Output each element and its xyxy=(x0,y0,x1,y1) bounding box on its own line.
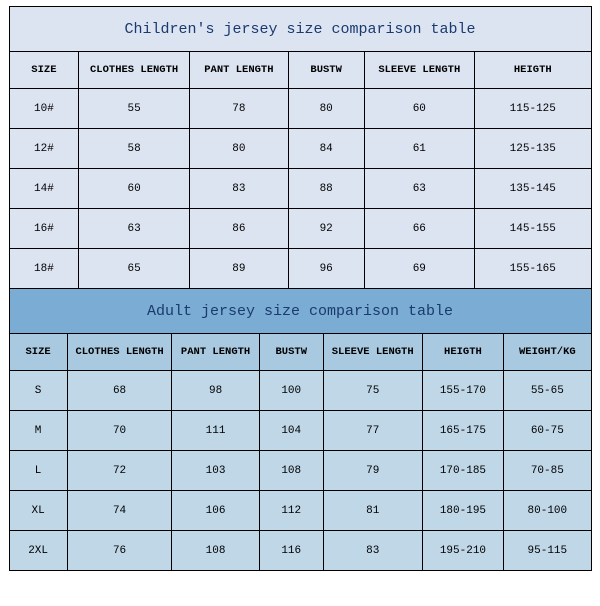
cell: 18# xyxy=(9,249,79,289)
cell: 70-85 xyxy=(504,451,591,491)
table-row: 2XL 76 108 116 83 195-210 95-115 xyxy=(9,531,591,571)
col-heigth: HEIGTH xyxy=(475,52,591,89)
cell: 195-210 xyxy=(422,531,503,571)
cell: 108 xyxy=(172,531,259,571)
table-row: S 68 98 100 75 155-170 55-65 xyxy=(9,371,591,411)
table-row: 10# 55 78 80 60 115-125 xyxy=(9,89,591,129)
cell: 95-115 xyxy=(504,531,591,571)
children-header-row: SIZE CLOTHES LENGTH PANT LENGTH BUSTW SL… xyxy=(9,52,591,89)
cell: 80 xyxy=(189,129,288,169)
cell: 60 xyxy=(79,169,190,209)
table-row: 12# 58 80 84 61 125-135 xyxy=(9,129,591,169)
cell: 88 xyxy=(288,169,364,209)
cell: 83 xyxy=(323,531,422,571)
table-row: M 70 111 104 77 165-175 60-75 xyxy=(9,411,591,451)
cell: 180-195 xyxy=(422,491,503,531)
cell: 104 xyxy=(259,411,323,451)
table-row: 14# 60 83 88 63 135-145 xyxy=(9,169,591,209)
col-bustw: BUSTW xyxy=(288,52,364,89)
cell: 55-65 xyxy=(504,371,591,411)
cell: 77 xyxy=(323,411,422,451)
cell: 72 xyxy=(67,451,172,491)
col-size: SIZE xyxy=(9,52,79,89)
cell: 170-185 xyxy=(422,451,503,491)
cell: 69 xyxy=(364,249,475,289)
cell: 14# xyxy=(9,169,79,209)
adult-title: Adult jersey size comparison table xyxy=(9,289,591,334)
cell: 115-125 xyxy=(475,89,591,129)
cell: 145-155 xyxy=(475,209,591,249)
cell: 155-170 xyxy=(422,371,503,411)
col-clothes-length: CLOTHES LENGTH xyxy=(67,334,172,371)
size-chart-container: Children's jersey size comparison table … xyxy=(9,6,592,571)
cell: S xyxy=(9,371,67,411)
cell: 74 xyxy=(67,491,172,531)
cell: 80-100 xyxy=(504,491,591,531)
cell: L xyxy=(9,451,67,491)
cell: 60 xyxy=(364,89,475,129)
cell: M xyxy=(9,411,67,451)
cell: 100 xyxy=(259,371,323,411)
table-row: L 72 103 108 79 170-185 70-85 xyxy=(9,451,591,491)
cell: 155-165 xyxy=(475,249,591,289)
cell: 165-175 xyxy=(422,411,503,451)
col-size: SIZE xyxy=(9,334,67,371)
col-sleeve-length: SLEEVE LENGTH xyxy=(364,52,475,89)
col-bustw: BUSTW xyxy=(259,334,323,371)
cell: 80 xyxy=(288,89,364,129)
cell: 75 xyxy=(323,371,422,411)
cell: 58 xyxy=(79,129,190,169)
cell: 16# xyxy=(9,209,79,249)
cell: 112 xyxy=(259,491,323,531)
cell: 2XL xyxy=(9,531,67,571)
col-heigth: HEIGTH xyxy=(422,334,503,371)
adult-table: Adult jersey size comparison table SIZE … xyxy=(9,289,592,571)
cell: 125-135 xyxy=(475,129,591,169)
children-table: Children's jersey size comparison table … xyxy=(9,6,592,289)
col-sleeve-length: SLEEVE LENGTH xyxy=(323,334,422,371)
adult-title-row: Adult jersey size comparison table xyxy=(9,289,591,334)
cell: 89 xyxy=(189,249,288,289)
cell: 60-75 xyxy=(504,411,591,451)
cell: 78 xyxy=(189,89,288,129)
table-row: XL 74 106 112 81 180-195 80-100 xyxy=(9,491,591,531)
cell: 98 xyxy=(172,371,259,411)
cell: 135-145 xyxy=(475,169,591,209)
cell: 92 xyxy=(288,209,364,249)
cell: 70 xyxy=(67,411,172,451)
cell: 55 xyxy=(79,89,190,129)
cell: 84 xyxy=(288,129,364,169)
table-row: 16# 63 86 92 66 145-155 xyxy=(9,209,591,249)
cell: 83 xyxy=(189,169,288,209)
cell: 66 xyxy=(364,209,475,249)
cell: 86 xyxy=(189,209,288,249)
cell: 79 xyxy=(323,451,422,491)
cell: 61 xyxy=(364,129,475,169)
cell: 76 xyxy=(67,531,172,571)
cell: 63 xyxy=(364,169,475,209)
cell: 12# xyxy=(9,129,79,169)
cell: 81 xyxy=(323,491,422,531)
cell: 65 xyxy=(79,249,190,289)
col-weight: WEIGHT/KG xyxy=(504,334,591,371)
cell: 111 xyxy=(172,411,259,451)
cell: 108 xyxy=(259,451,323,491)
cell: 63 xyxy=(79,209,190,249)
cell: 116 xyxy=(259,531,323,571)
cell: 10# xyxy=(9,89,79,129)
cell: 103 xyxy=(172,451,259,491)
cell: 96 xyxy=(288,249,364,289)
children-title-row: Children's jersey size comparison table xyxy=(9,7,591,52)
table-row: 18# 65 89 96 69 155-165 xyxy=(9,249,591,289)
cell: 106 xyxy=(172,491,259,531)
cell: XL xyxy=(9,491,67,531)
col-pant-length: PANT LENGTH xyxy=(189,52,288,89)
cell: 68 xyxy=(67,371,172,411)
children-title: Children's jersey size comparison table xyxy=(9,7,591,52)
col-pant-length: PANT LENGTH xyxy=(172,334,259,371)
adult-header-row: SIZE CLOTHES LENGTH PANT LENGTH BUSTW SL… xyxy=(9,334,591,371)
col-clothes-length: CLOTHES LENGTH xyxy=(79,52,190,89)
